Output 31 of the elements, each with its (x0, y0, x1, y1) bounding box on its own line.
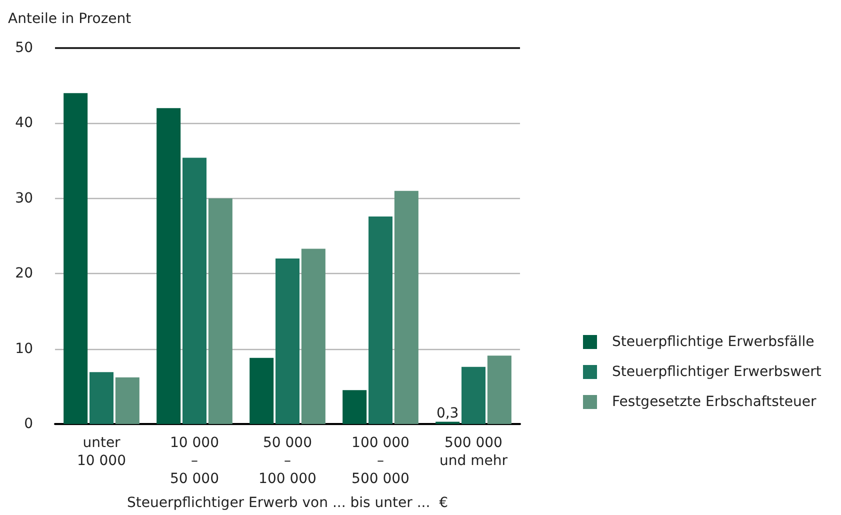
bar (342, 390, 367, 424)
bar (487, 356, 512, 424)
legend-label: Steuerpflichtige Erwerbsfälle (612, 334, 814, 350)
y-tick-label: 50 (15, 40, 33, 56)
bar (276, 258, 300, 424)
y-tick-label: 10 (15, 340, 33, 357)
bar (182, 158, 206, 424)
bar (90, 372, 114, 424)
x-tick-label: 100 000 – 500 000 (352, 435, 410, 487)
y-axis-title: Anteile in Prozent (8, 11, 132, 27)
bar (301, 248, 326, 424)
y-tick-label: 40 (15, 115, 33, 132)
bar (368, 216, 392, 424)
bar (115, 377, 140, 424)
x-tick-label: 500 000 und mehr (440, 435, 508, 469)
bar (208, 198, 232, 424)
data-label: 0,3 (436, 406, 459, 422)
x-tick-label: 10 000 – 50 000 (170, 435, 219, 487)
bar (394, 190, 418, 424)
bar (250, 358, 274, 424)
bar (64, 93, 88, 424)
bar (156, 108, 181, 424)
legend-label: Festgesetzte Erbschaftsteuer (612, 394, 816, 410)
y-tick-label: 0 (24, 416, 33, 432)
x-tick-label: unter 10 000 (77, 435, 126, 469)
x-tick-label: 50 000 – 100 000 (258, 435, 316, 487)
x-axis-title: Steuerpflichtiger Erwerb von ... bis unter ... € (127, 495, 448, 511)
y-tick-label: 30 (15, 190, 33, 206)
y-tick-label: 20 (15, 266, 33, 282)
legend-label: Steuerpflichtiger Erwerbswert (612, 364, 822, 380)
bar (462, 366, 486, 424)
